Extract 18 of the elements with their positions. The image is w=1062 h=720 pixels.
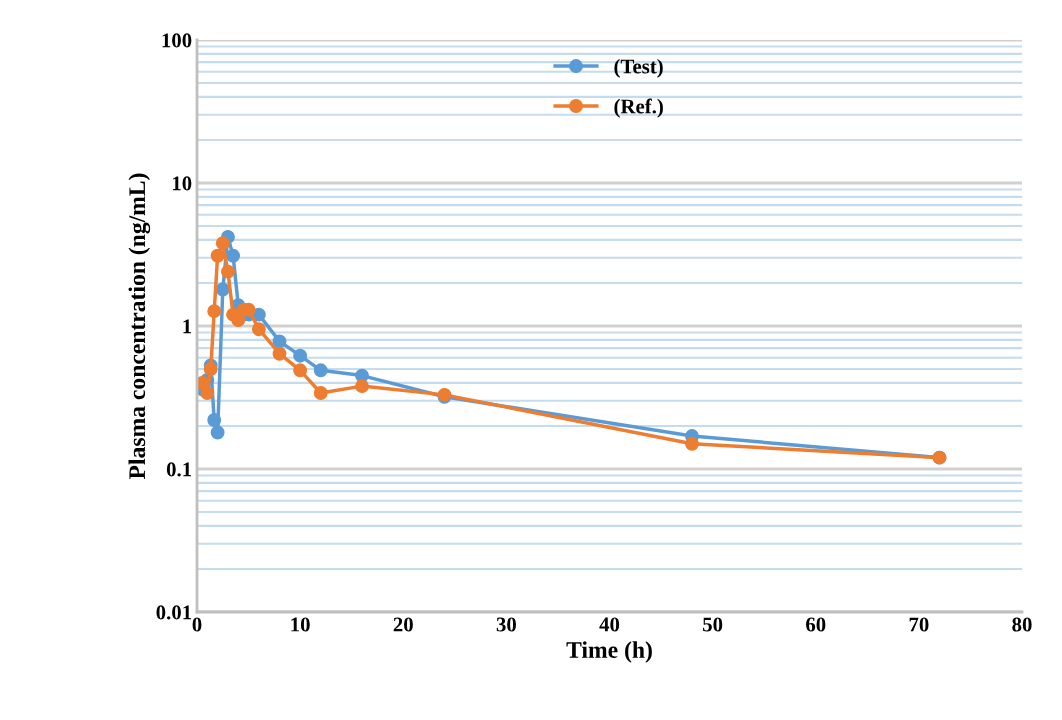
x-tick-label: 60: [806, 617, 826, 632]
x-tick-label: 30: [496, 617, 516, 632]
x-tick-label: 50: [703, 617, 723, 632]
y-tick-label: 10: [172, 176, 192, 191]
y-tick-label: 100: [162, 33, 192, 48]
x-tick-label: 0: [192, 617, 202, 632]
x-tick-label: 10: [291, 617, 310, 632]
y-tick-label: 0.1: [166, 462, 192, 477]
x-tick-label: 80: [1012, 617, 1032, 632]
legend-label: (Test): [614, 58, 663, 78]
x-tick-label: 70: [909, 617, 929, 632]
x-tick-label: 40: [599, 617, 620, 632]
y-tick-label: 1: [183, 319, 192, 334]
x-tick-label: 20: [393, 617, 413, 632]
legend-label: (Ref.): [614, 98, 663, 118]
y-axis-title: Plasma concentration (ng/mL): [128, 173, 151, 480]
y-tick-label: 0.01: [156, 605, 192, 620]
x-axis-title: Time (h): [566, 641, 652, 663]
